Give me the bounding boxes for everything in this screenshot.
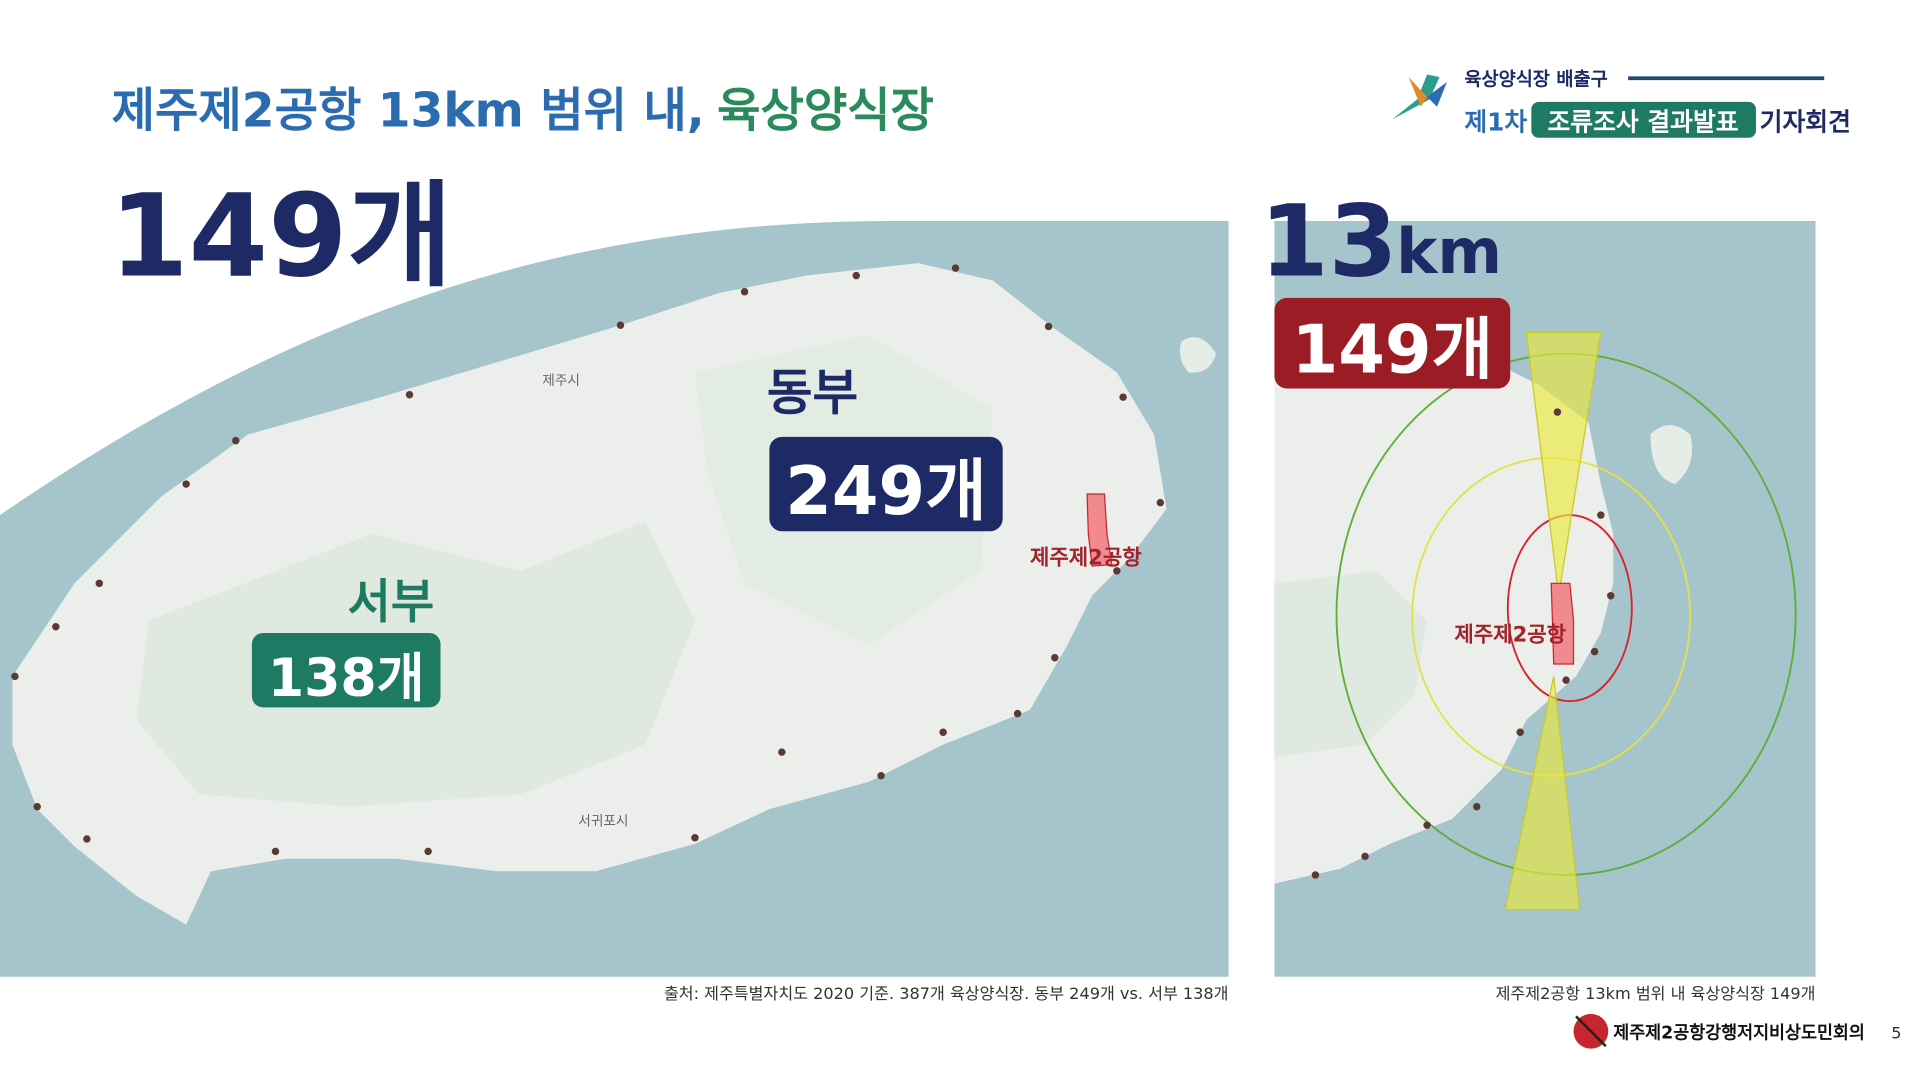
event-box <box>1531 101 1756 138</box>
airport-label: 제주제2공항 <box>1454 622 1566 647</box>
farm-dots <box>11 264 1165 856</box>
big-count: 149개 <box>109 170 452 303</box>
east-badge <box>769 436 1003 532</box>
map-city-label: 서귀포시 <box>578 813 628 829</box>
radius-unit: km <box>1396 215 1502 288</box>
flight-corridor <box>1504 676 1581 911</box>
event-suffix: 기자회견 <box>1760 107 1851 136</box>
title: 제주제2공항 13km 범위 내, 육상양식장 <box>112 84 934 139</box>
event-logo <box>1392 74 1447 120</box>
airport-site <box>1550 582 1575 665</box>
count-badge <box>1274 297 1511 389</box>
event-top: 육상양식장 배출구 <box>1464 70 1607 91</box>
east-count: 249개 <box>785 452 987 530</box>
airport-site <box>1086 493 1113 567</box>
title-part: 육상양식장 <box>717 84 934 139</box>
udo-island <box>1650 425 1693 485</box>
count-label: 149개 <box>1292 310 1494 388</box>
left-map: 제주시 서귀포시 동부 249개 서부 138개 제주제2공항 <box>0 220 1229 977</box>
page-number: 5 <box>1891 1024 1901 1043</box>
airport-label: 제주제2공항 <box>1030 545 1142 570</box>
right-caption: 제주제2공항 13km 범위 내 육상양식장 149개 <box>1496 984 1816 1003</box>
event-prefix: 제1차 <box>1464 107 1527 136</box>
footer-organization: 제주제2공항강행저지비상도민회의 <box>1613 1023 1865 1044</box>
east-label: 동부 <box>767 364 858 422</box>
west-count: 138개 <box>268 649 425 709</box>
jeju-island <box>1274 359 1614 884</box>
west-label: 서부 <box>347 575 434 630</box>
udo-island <box>1179 337 1217 373</box>
west-badge <box>251 632 441 708</box>
map-city-label: 제주시 <box>542 373 580 389</box>
footer-logo <box>1575 1015 1607 1048</box>
event-box-text: 조류조사 결과발표 <box>1547 107 1738 136</box>
radius-number: 13 <box>1260 185 1398 300</box>
forest-area <box>1274 570 1428 758</box>
left-caption: 출처: 제주특별자치도 2020 기준. 387개 육상양식장. 동부 249개… <box>664 984 1229 1003</box>
title-part: 제주제2공항 13km 범위 내, <box>112 84 705 139</box>
farm-dots <box>1311 408 1615 879</box>
flight-corridor <box>1525 332 1602 596</box>
